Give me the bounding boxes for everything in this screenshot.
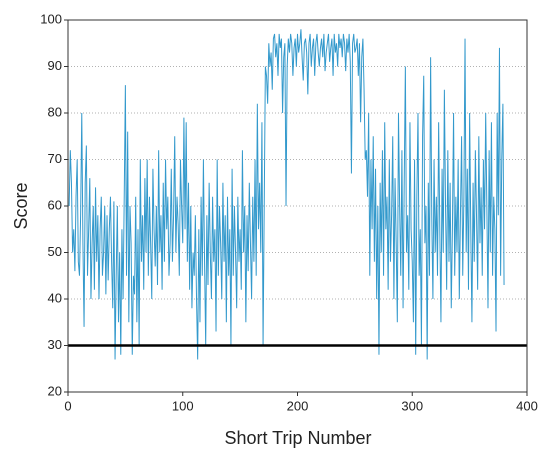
x-tick-label: 100 [172, 398, 194, 413]
y-tick-label: 40 [48, 290, 62, 305]
x-tick-label: 300 [401, 398, 423, 413]
y-tick-label: 20 [48, 383, 62, 398]
y-tick-label: 100 [40, 11, 62, 26]
y-tick-label: 80 [48, 104, 62, 119]
x-tick-label: 200 [287, 398, 309, 413]
x-axis-title: Short Trip Number [224, 428, 371, 448]
x-tick-label: 400 [516, 398, 538, 413]
y-axis-title: Score [11, 182, 31, 229]
y-tick-label: 50 [48, 244, 62, 259]
y-tick-label: 30 [48, 337, 62, 352]
x-tick-label: 0 [64, 398, 71, 413]
y-tick-label: 90 [48, 58, 62, 73]
y-tick-label: 60 [48, 197, 62, 212]
data-line [68, 29, 505, 360]
plot-frame [67, 19, 528, 393]
y-tick-label: 70 [48, 151, 62, 166]
